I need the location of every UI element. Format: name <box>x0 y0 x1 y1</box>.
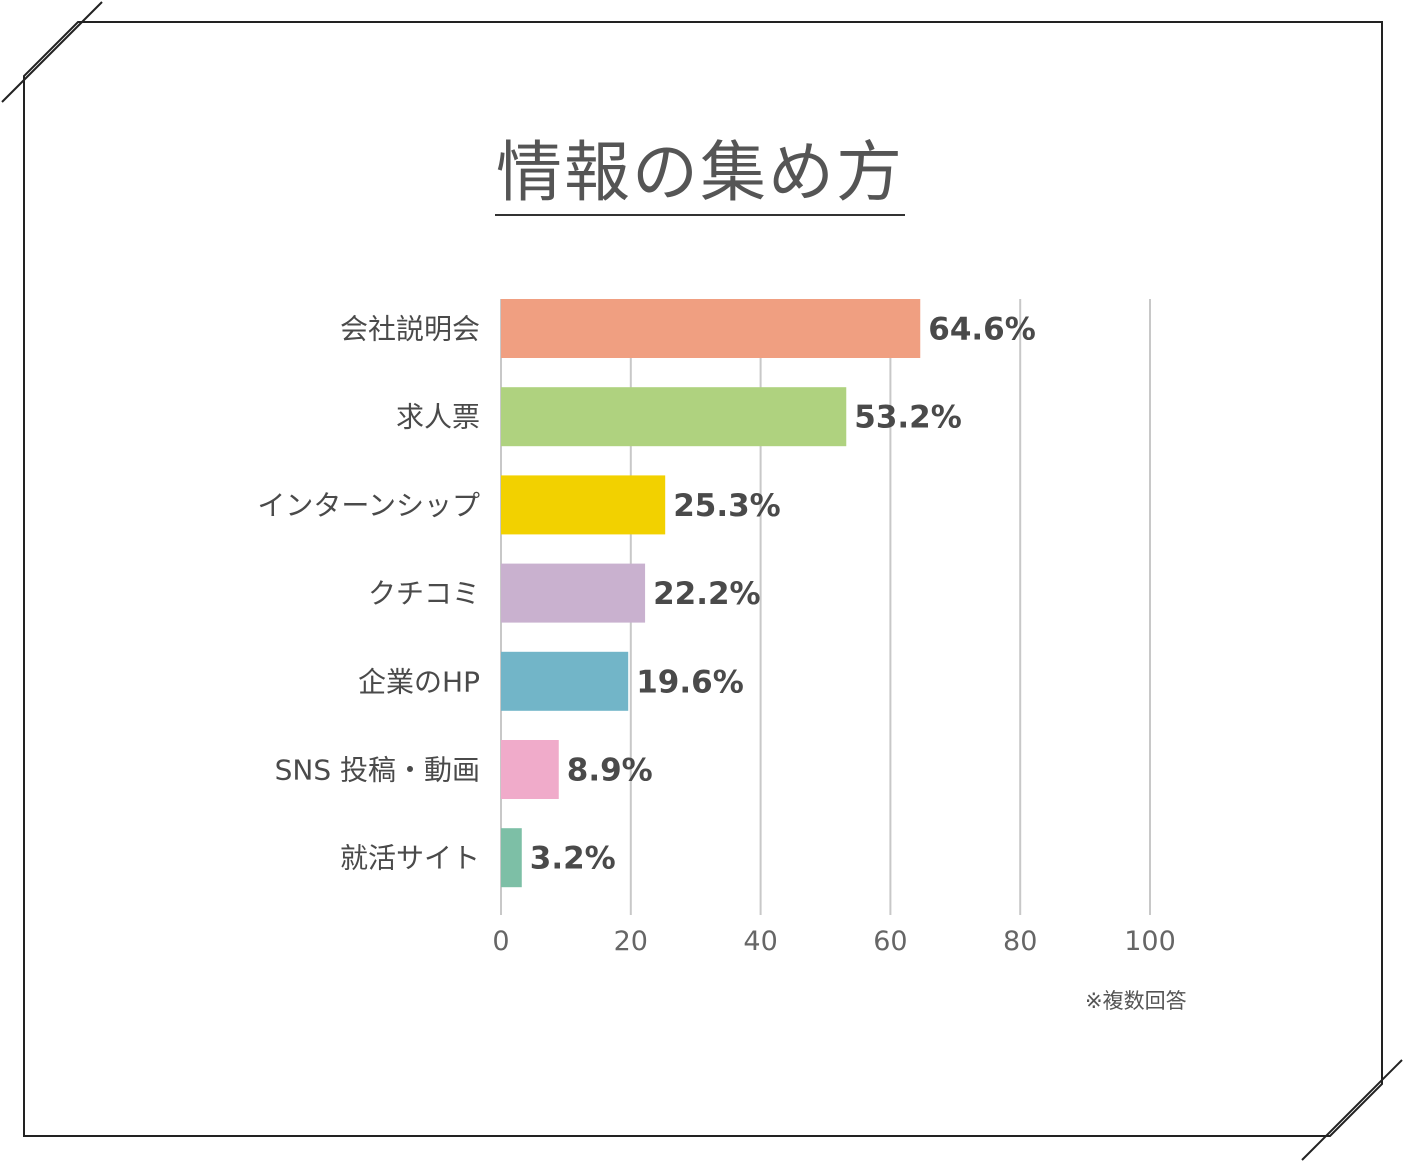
title-underline <box>495 214 905 216</box>
category-label-5: SNS 投稿・動画 <box>275 754 480 787</box>
x-tick-label-60: 60 <box>873 926 907 957</box>
value-label-2: 25.3% <box>673 488 781 524</box>
value-label-4: 19.6% <box>636 664 744 700</box>
x-tick-label-80: 80 <box>1003 926 1037 957</box>
bar-6 <box>501 828 522 888</box>
x-tick-label-100: 100 <box>1124 926 1176 957</box>
category-label-1: 求人票 <box>396 401 480 434</box>
value-label-5: 8.9% <box>567 753 653 789</box>
bar-4 <box>501 651 629 711</box>
bars <box>501 299 921 888</box>
bar-3 <box>501 563 646 623</box>
value-label-0: 64.6% <box>928 312 1036 348</box>
bar-5 <box>501 740 559 799</box>
value-labels: 64.6% 53.2% 25.3% 22.2% 19.6% 8.9% 3.2% <box>530 312 1036 877</box>
category-label-0: 会社説明会 <box>340 313 480 346</box>
value-label-1: 53.2% <box>854 400 962 436</box>
chart-title: 情報の集め方 <box>496 134 904 211</box>
category-label-2: インターンシップ <box>257 489 480 522</box>
value-label-3: 22.2% <box>653 576 761 612</box>
footnote: ※複数回答 <box>1085 989 1187 1013</box>
bar-2 <box>501 475 666 535</box>
bar-1 <box>501 387 847 447</box>
x-axis-ticks: 0 20 40 60 80 100 <box>492 926 1175 957</box>
x-tick-label-40: 40 <box>743 926 777 957</box>
bar-0 <box>501 299 921 358</box>
x-tick-label-0: 0 <box>492 926 509 957</box>
category-label-4: 企業のHP <box>358 665 480 698</box>
category-label-6: 就活サイト <box>340 842 480 875</box>
category-label-3: クチコミ <box>368 577 480 610</box>
value-label-6: 3.2% <box>530 841 616 877</box>
x-tick-label-20: 20 <box>614 926 648 957</box>
